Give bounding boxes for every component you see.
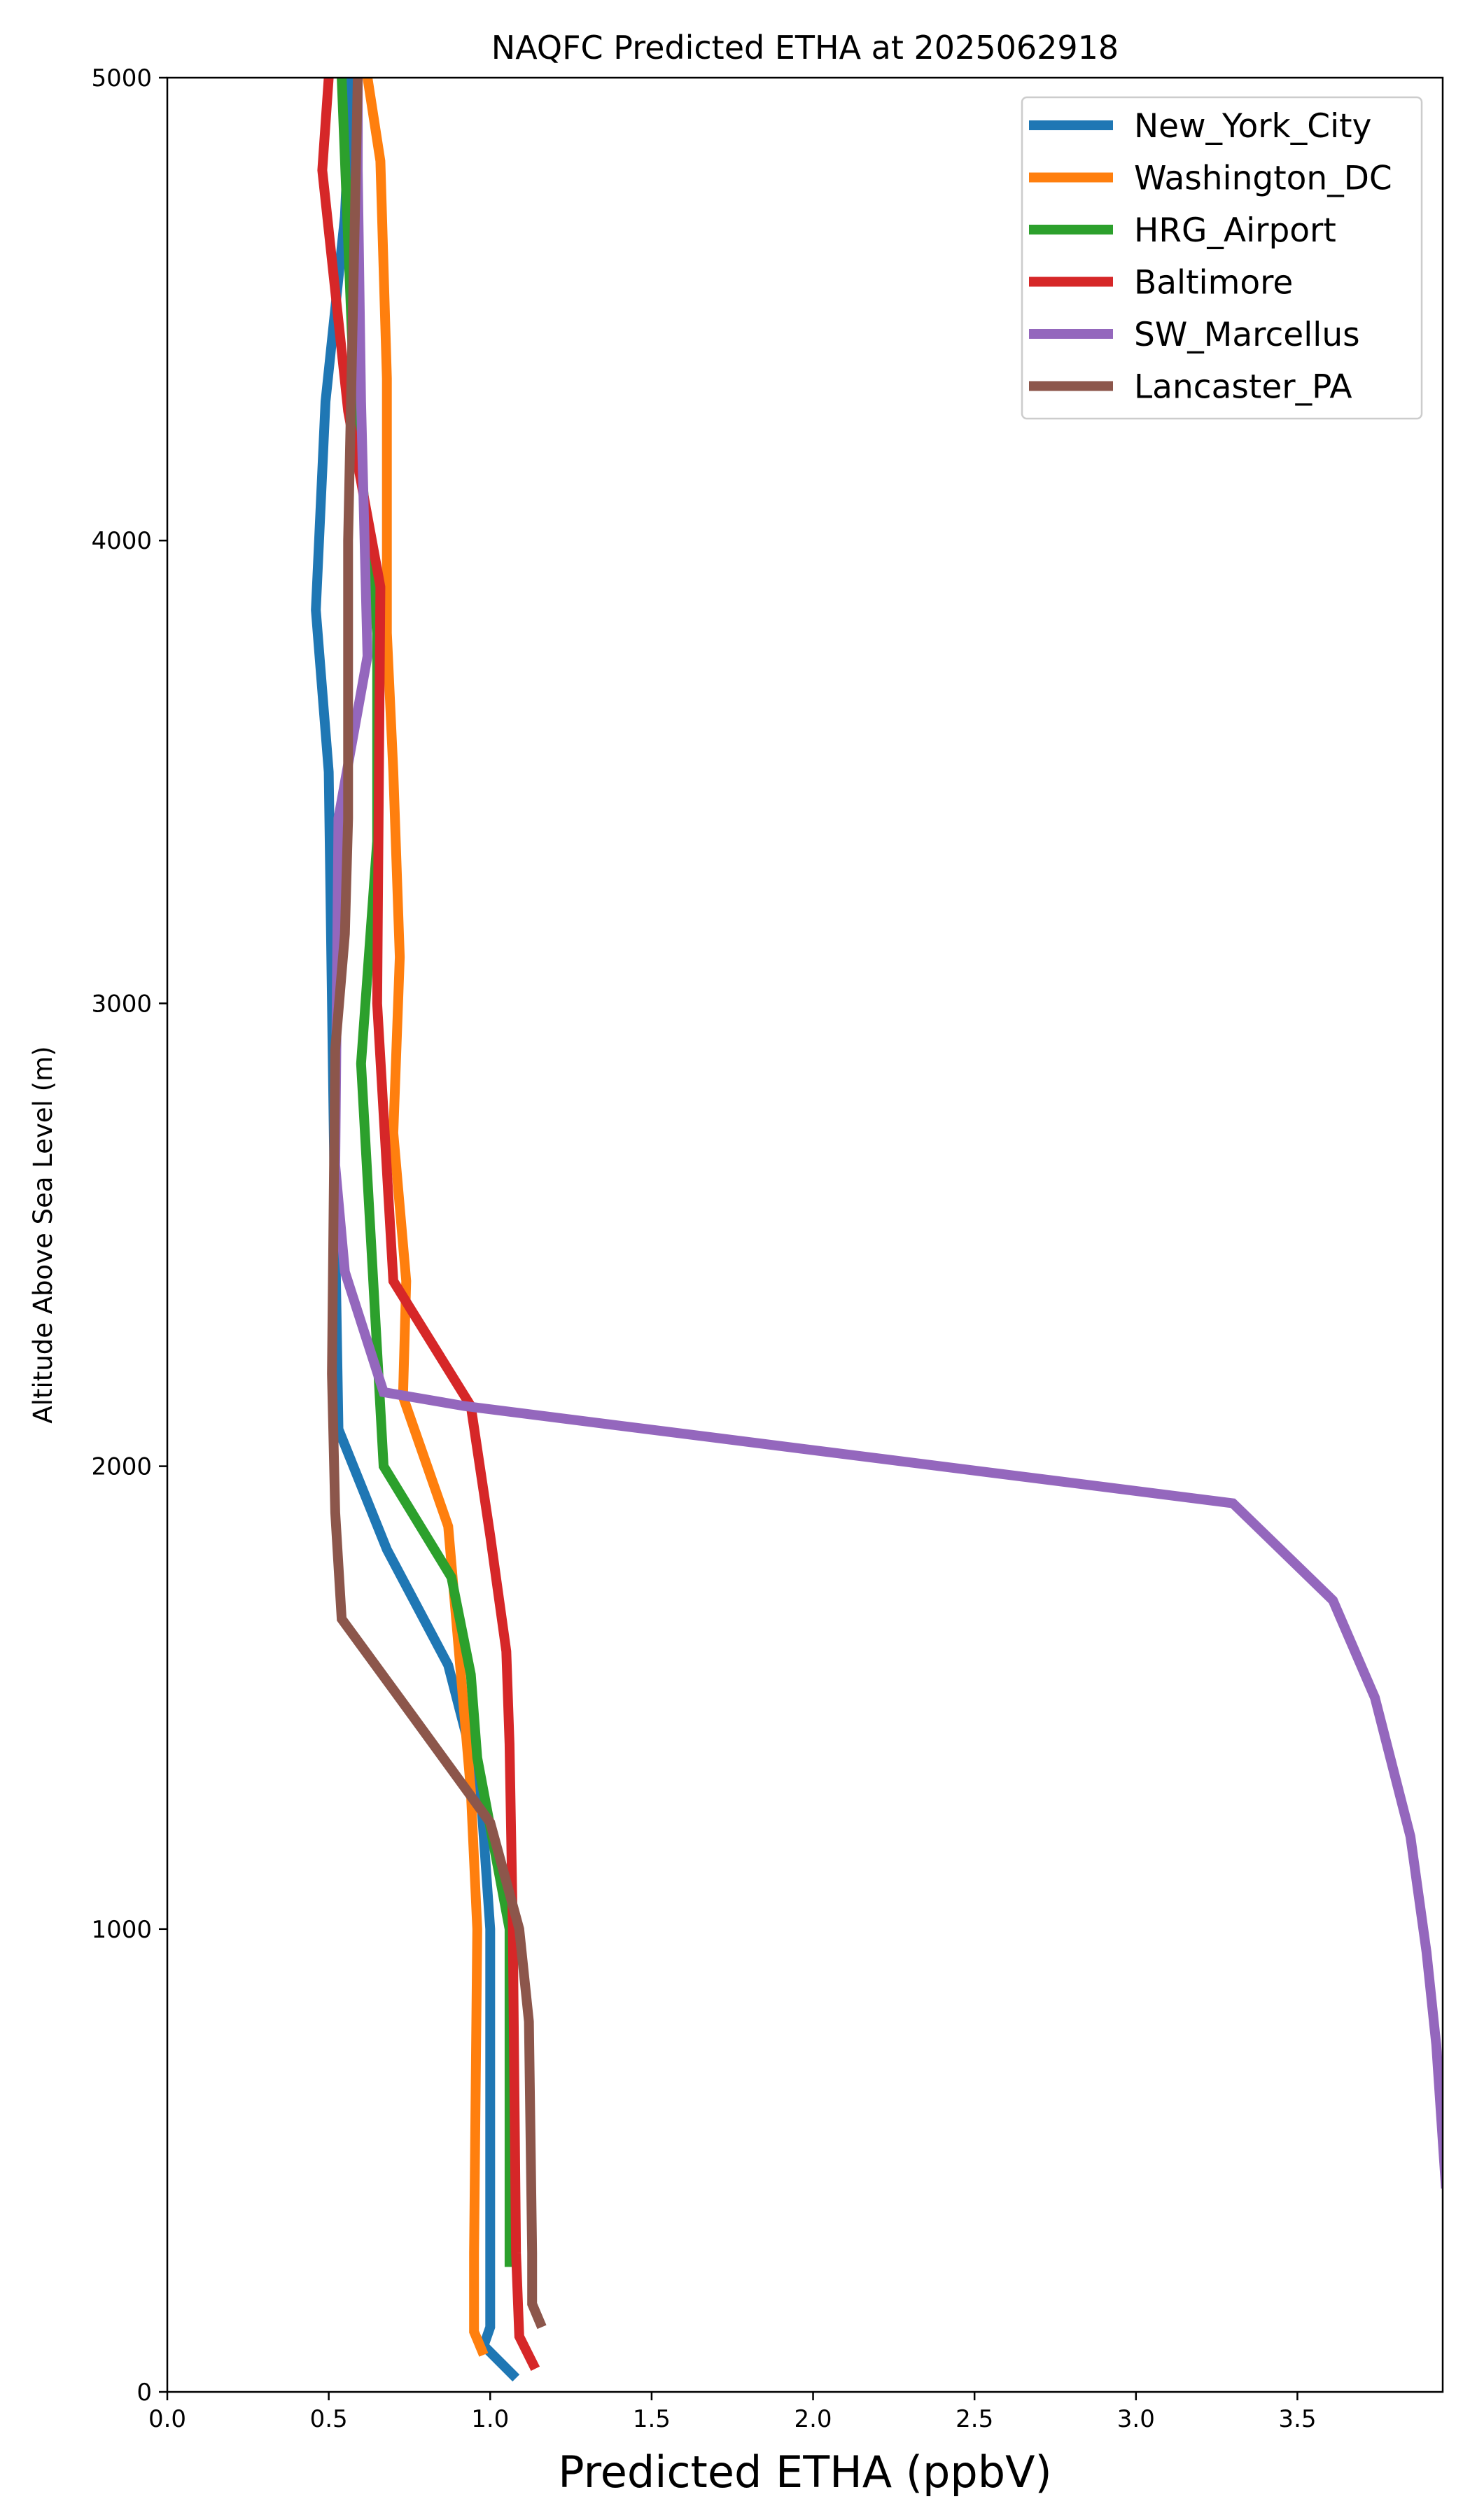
legend-label: New_York_City xyxy=(1134,107,1371,146)
y-tick-label: 3000 xyxy=(91,990,152,1018)
x-axis: 0.0 0.5 1.0 1.5 2.0 2.5 3.0 3.5 xyxy=(148,2392,1316,2433)
x-tick-label: 0.0 xyxy=(148,2405,186,2433)
x-tick-label: 3.0 xyxy=(1117,2405,1155,2433)
y-tick-label: 1000 xyxy=(91,1916,152,1944)
y-tick-label: 2000 xyxy=(91,1453,152,1481)
legend-label: SW_Marcellus xyxy=(1134,316,1360,354)
y-axis-label: Altitude Above Sea Level (m) xyxy=(28,1046,58,1423)
series-line-lancaster-pa xyxy=(327,78,547,2330)
x-axis-label: Predicted ETHA (ppbV) xyxy=(558,2446,1051,2498)
legend-label: Lancaster_PA xyxy=(1134,368,1352,407)
y-tick-label: 5000 xyxy=(91,64,152,92)
x-tick-label: 0.5 xyxy=(310,2405,348,2433)
legend-label: Baltimore xyxy=(1134,264,1293,302)
plot-frame xyxy=(166,76,1444,2393)
legend-label: Washington_DC xyxy=(1134,160,1392,198)
x-tick-label: 2.5 xyxy=(955,2405,993,2433)
y-tick-label: 0 xyxy=(136,2379,152,2407)
y-tick-label: 4000 xyxy=(91,527,152,555)
legend: New_York_City Washington_DC HRG_Airport Bal… xyxy=(1021,96,1423,420)
x-tick-label: 2.0 xyxy=(794,2405,832,2433)
series-line-new-york-city xyxy=(311,78,520,2382)
series-line-washington-dc xyxy=(363,78,489,2357)
legend-box xyxy=(1021,96,1423,420)
x-tick-label: 3.5 xyxy=(1278,2405,1316,2433)
x-tick-label: 1.0 xyxy=(471,2405,509,2433)
series-line-sw-marcellus xyxy=(330,78,1443,2189)
legend-label: HRG_Airport xyxy=(1134,211,1336,250)
series-layer xyxy=(311,78,1443,2382)
chart-title: NAQFC Predicted ETHA at 2025062918 xyxy=(491,29,1119,66)
y-axis: 0 1000 2000 3000 4000 5000 xyxy=(91,64,167,2407)
x-tick-label: 1.5 xyxy=(633,2405,671,2433)
